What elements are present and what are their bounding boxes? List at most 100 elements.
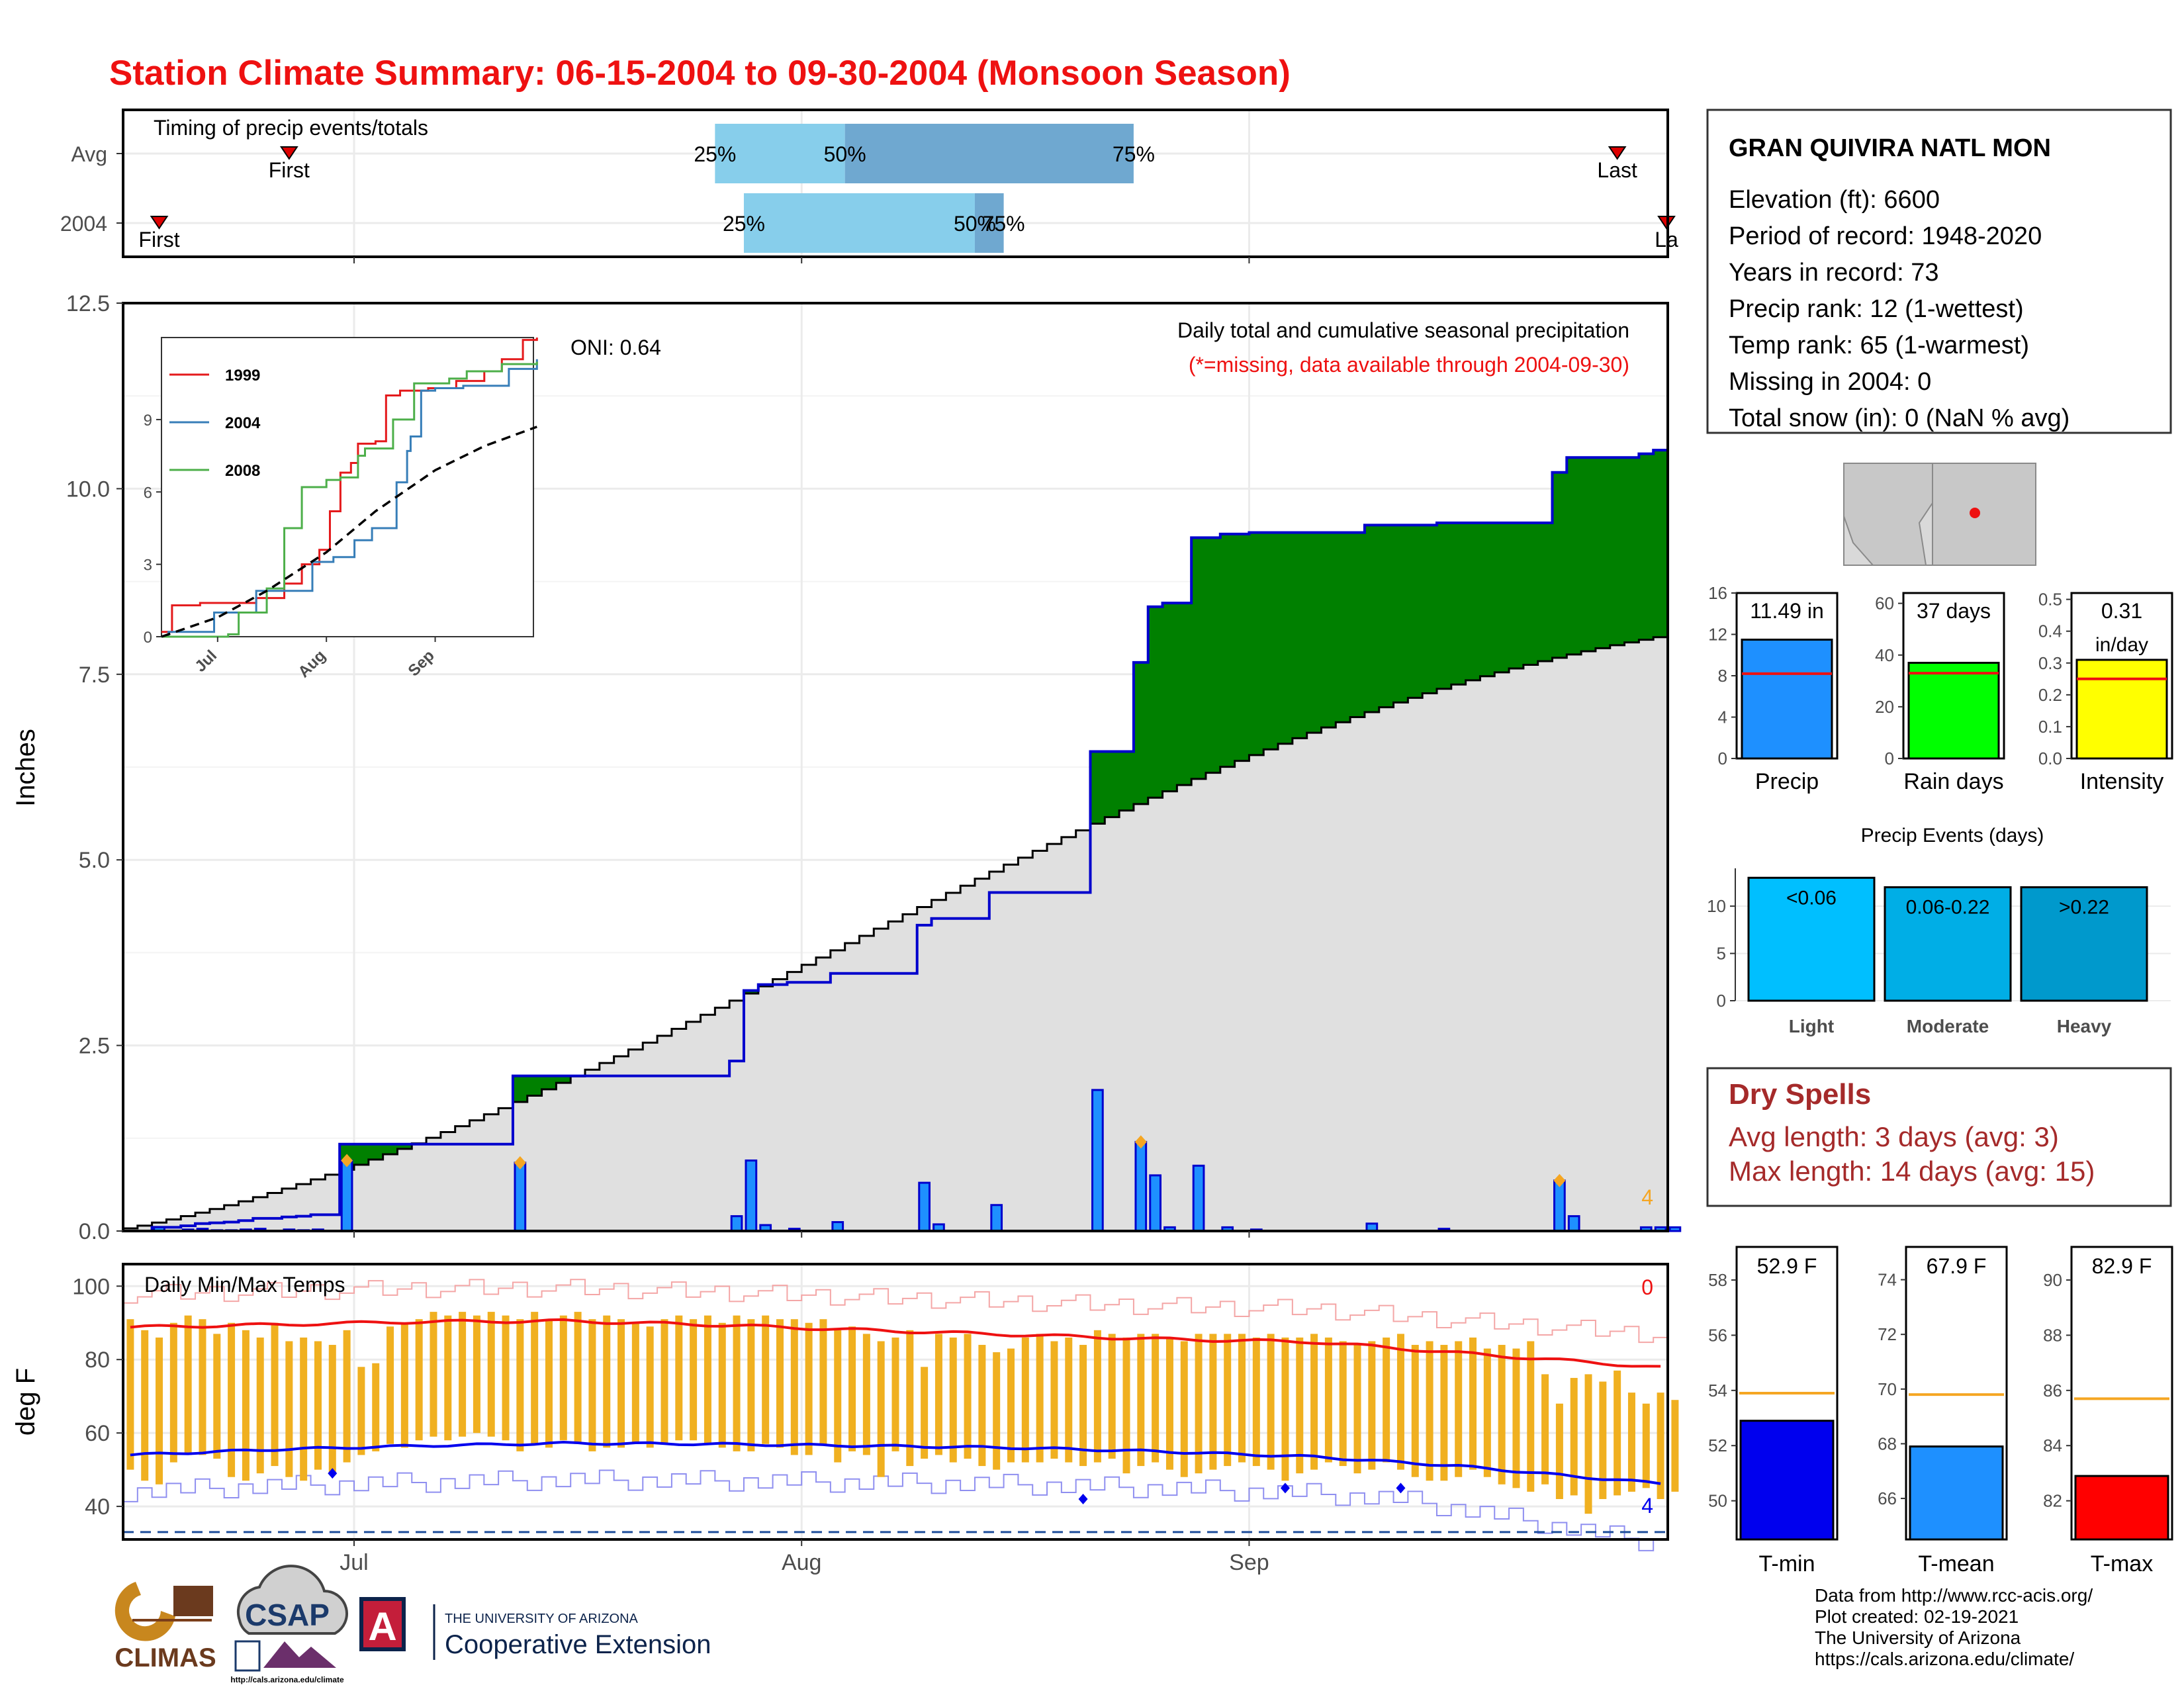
extreme-precip-marker xyxy=(514,1156,526,1169)
inset-series-line xyxy=(161,426,537,638)
daily-temp-range-bar xyxy=(978,1345,986,1467)
station-info-line: Total snow (in): 0 (NaN % avg) xyxy=(1729,404,2070,432)
average-cumulative-line xyxy=(123,636,1668,1230)
daily-temp-range-bar xyxy=(126,1319,134,1470)
daily-temp-range-bar xyxy=(502,1315,510,1441)
intensity-value-bar xyxy=(2075,659,2168,760)
daily-temp-range-bar xyxy=(646,1326,654,1448)
mini-y-tick-label: 40 xyxy=(1875,645,1894,665)
mini-y-tick-label: 0.4 xyxy=(2038,621,2062,641)
mini-y-tick-label: 86 xyxy=(2043,1381,2062,1400)
daily-temp-range-bar xyxy=(1209,1334,1217,1470)
tmax-value-label: 82.9 F xyxy=(2092,1254,2152,1278)
daily-temp-range-bar xyxy=(704,1315,711,1444)
daily-temp-range-bar xyxy=(1137,1334,1145,1467)
daily-temp-range-bar xyxy=(1180,1341,1188,1477)
csap-cloud-icon xyxy=(236,1565,348,1635)
temp-y-axis-title: deg F xyxy=(11,1368,40,1436)
daily-temp-range-bar xyxy=(862,1334,870,1455)
daily-temp-range-bar xyxy=(271,1322,279,1467)
timing-bar-q50-q75 xyxy=(974,193,1004,253)
daily-temp-range-bar xyxy=(1267,1334,1275,1470)
raindays-value-label: 37 days xyxy=(1917,599,1991,623)
intensity-value-label-unit: in/day xyxy=(2095,634,2148,656)
cumulative-precip-line xyxy=(123,449,1668,1232)
daily-temp-range-bar xyxy=(718,1322,726,1448)
daily-precip-bar xyxy=(831,1221,844,1232)
events-title: Precip Events (days) xyxy=(1861,825,2044,846)
daily-temp-range-bar xyxy=(1195,1334,1203,1474)
daily-temp-range-bar xyxy=(1512,1348,1520,1488)
precip-category-label: Precip xyxy=(1755,769,1819,794)
dry-spells-max: Max length: 14 days (avg: 15) xyxy=(1729,1156,2095,1187)
mini-y-tick-label: 0.3 xyxy=(2038,653,2062,673)
daily-temp-range-bar xyxy=(357,1367,365,1455)
daily-temp-range-bar xyxy=(617,1319,625,1448)
inset-y-tick-label: 0 xyxy=(144,629,152,647)
ua-logo-letter: A xyxy=(368,1604,396,1649)
events-bar xyxy=(1747,876,1876,1002)
daily-temp-range-bar xyxy=(1050,1341,1058,1459)
daily-temp-range-bar xyxy=(328,1345,336,1474)
mini-y-tick-label: 52 xyxy=(1708,1436,1727,1455)
station-box-border xyxy=(1706,109,2172,434)
daily-precip-bar xyxy=(730,1215,743,1232)
tmean-value-label: 67.9 F xyxy=(1927,1254,1987,1278)
footer-credit-line: https://cals.arizona.edu/climate/ xyxy=(1815,1649,2074,1669)
missing-data-note: (*=missing, data available through 2004-… xyxy=(1189,353,1629,377)
mini-y-tick-label: 0 xyxy=(1717,991,1726,1011)
daily-temp-range-bar xyxy=(1455,1341,1463,1477)
inset-legend-label: 1999 xyxy=(225,367,260,385)
intensity-border xyxy=(2070,592,2173,760)
y-tick-label: 10.0 xyxy=(66,477,110,502)
y-axis-title: Inches xyxy=(11,729,40,807)
average-cumulative-area xyxy=(123,637,1668,1231)
y-tick-label: 12.5 xyxy=(66,291,110,316)
csap-sunburst-box xyxy=(234,1640,261,1672)
extreme-precip-marker xyxy=(1553,1173,1566,1187)
precip-value-label: 11.49 in xyxy=(1750,599,1824,623)
x-month-label: Sep xyxy=(1229,1550,1269,1575)
daily-temp-range-bar xyxy=(1224,1334,1232,1467)
daily-temp-range-bar xyxy=(921,1367,929,1459)
events-bar-tag: 0.06-0.22 xyxy=(1906,897,1990,919)
mini-y-tick-label: 0 xyxy=(1885,749,1894,768)
mini-y-tick-label: 90 xyxy=(2043,1270,2062,1290)
record-high-count: 0 xyxy=(1641,1275,1653,1299)
timing-panel-border xyxy=(122,109,1669,258)
daily-temp-range-bar xyxy=(1555,1403,1563,1499)
footer-credit-line: The University of Arizona xyxy=(1815,1627,2021,1648)
timing-row-label: 2004 xyxy=(60,212,107,236)
tmean-category-label: T-mean xyxy=(1918,1551,1994,1577)
mini-y-tick-label: 0.2 xyxy=(2038,685,2062,705)
daily-temp-range-bar xyxy=(430,1312,437,1437)
daily-temp-range-bar xyxy=(1353,1345,1361,1474)
mini-y-tick-label: 0.0 xyxy=(2038,749,2062,768)
dry-spells-border xyxy=(1706,1067,2172,1207)
timing-label-50: 50% xyxy=(824,142,866,166)
extreme-precip-marker xyxy=(1134,1135,1147,1149)
precip-summary-bars: 0 4 8 12 16 11.49 in Precip 0 20 40 60 37 days Rain … xyxy=(1708,583,2173,794)
precip-events-chart: Precip Events (days) <0.06 Light 0.06-0.22 M… xyxy=(1707,825,2171,1036)
dry-spells-title: Dry Spells xyxy=(1729,1078,1871,1111)
daily-temp-range-bar xyxy=(1527,1341,1535,1492)
daily-temp-range-bar xyxy=(964,1334,972,1459)
csap-logo-text: CSAP xyxy=(245,1598,330,1632)
temperature-panel: Daily Min/Max Temps 0 4 40 60 80 100 Jul Aug Sep d… xyxy=(11,1263,1679,1575)
daily-temp-range-bar xyxy=(343,1330,351,1463)
daily-temp-range-bar xyxy=(531,1312,539,1444)
timing-label-25: 25% xyxy=(723,212,765,236)
daily-temp-range-bar xyxy=(1324,1337,1332,1463)
locator-map xyxy=(1843,463,2036,566)
mini-y-tick-label: 88 xyxy=(2043,1325,2062,1345)
daily-temp-range-bar xyxy=(1469,1337,1477,1470)
extreme-precip-marker xyxy=(341,1154,353,1167)
daily-precip-bar xyxy=(1192,1164,1205,1232)
daily-temp-range-bar xyxy=(993,1352,1001,1470)
inset-background xyxy=(161,337,534,637)
daily-temp-range-bar xyxy=(805,1322,813,1455)
mini-y-tick-label: 70 xyxy=(1878,1379,1897,1399)
first-event-marker xyxy=(150,216,169,230)
raindays-value-bar xyxy=(1907,661,2000,760)
